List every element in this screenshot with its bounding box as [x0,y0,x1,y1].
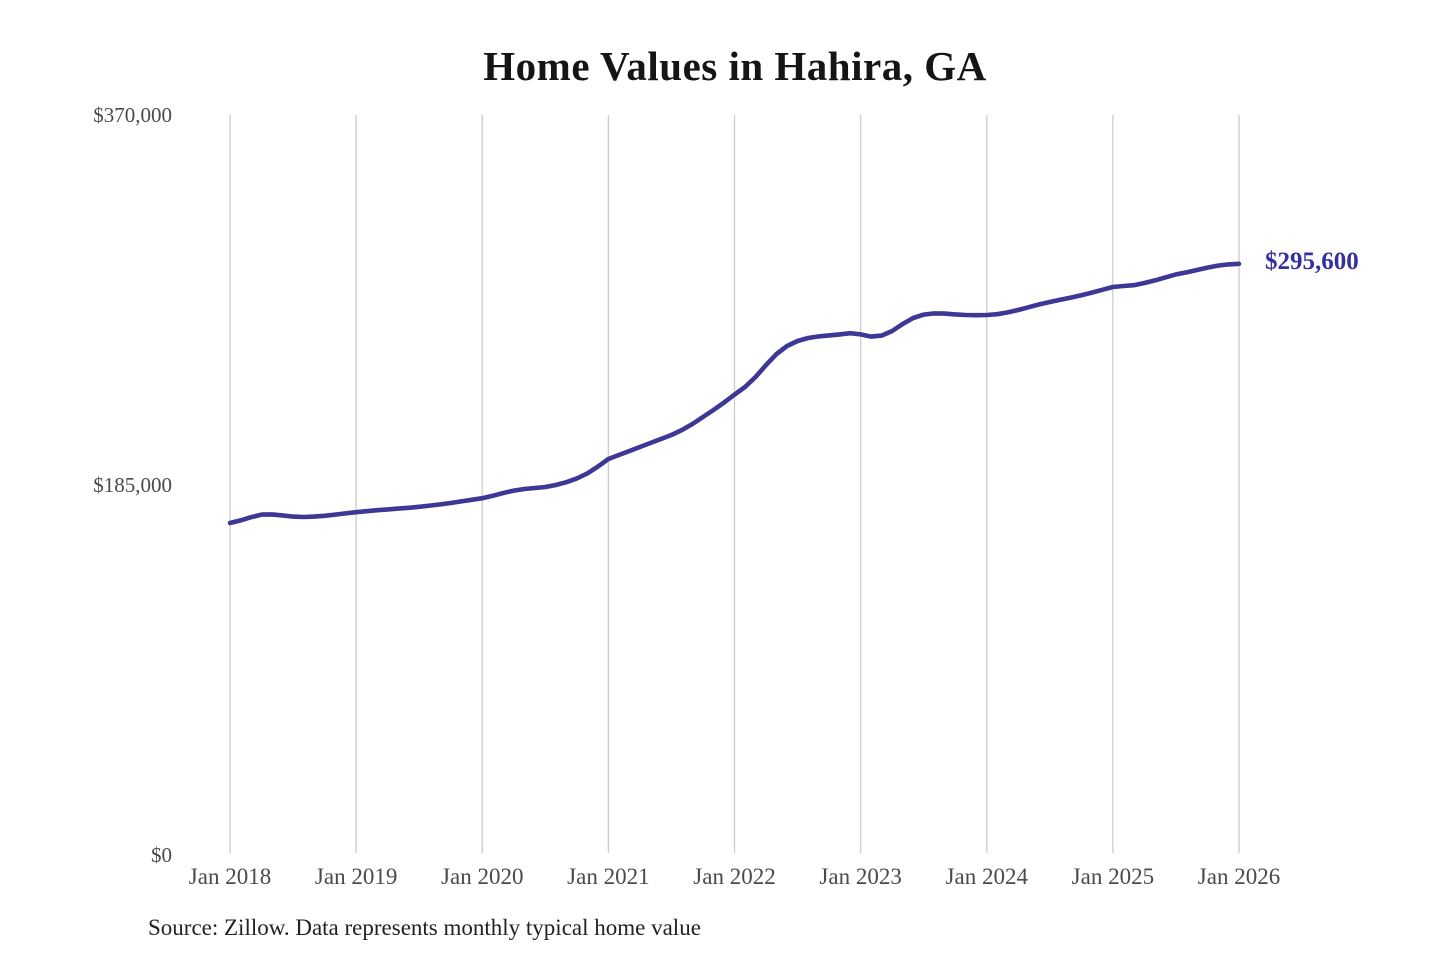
x-tick-label: Jan 2022 [693,864,775,889]
x-tick-label: Jan 2018 [189,864,271,889]
latest-value-label: $295,600 [1265,247,1359,275]
chart-title: Home Values in Hahira, GA [483,43,987,89]
y-tick-label: $185,000 [93,473,172,497]
y-tick-label: $370,000 [93,103,172,127]
x-tick-label: Jan 2026 [1198,864,1280,889]
home-value-line [227,261,1242,526]
source-note: Source: Zillow. Data represents monthly … [148,915,701,940]
y-tick-label: $0 [151,843,172,867]
x-tick-label: Jan 2023 [819,864,901,889]
x-tick-label: Jan 2021 [567,864,649,889]
x-tick-label: Jan 2019 [315,864,397,889]
x-tick-label: Jan 2024 [946,864,1029,889]
x-tick-label: Jan 2020 [441,864,523,889]
x-tick-label: Jan 2025 [1072,864,1154,889]
